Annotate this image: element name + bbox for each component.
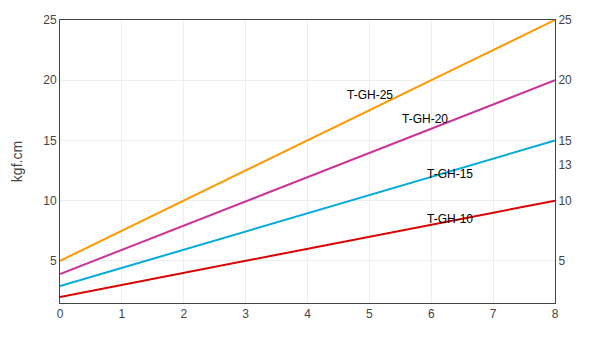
svg-text:0: 0 [57, 307, 64, 321]
svg-text:25: 25 [43, 13, 57, 27]
svg-text:20: 20 [43, 73, 57, 87]
svg-text:5: 5 [558, 254, 565, 268]
svg-text:3: 3 [242, 307, 249, 321]
svg-text:T-GH-10: T-GH-10 [427, 212, 473, 226]
svg-text:20: 20 [558, 73, 572, 87]
svg-text:15: 15 [558, 134, 572, 148]
svg-text:10: 10 [43, 194, 57, 208]
svg-text:8: 8 [552, 307, 559, 321]
svg-text:kgf.cm: kgf.cm [9, 141, 25, 182]
svg-text:T-GH-20: T-GH-20 [402, 112, 448, 126]
svg-text:5: 5 [366, 307, 373, 321]
svg-text:13: 13 [558, 158, 572, 172]
svg-text:T-GH-25: T-GH-25 [347, 88, 393, 102]
svg-text:1: 1 [119, 307, 126, 321]
svg-text:25: 25 [558, 13, 572, 27]
svg-text:2: 2 [180, 307, 187, 321]
svg-text:4: 4 [304, 307, 311, 321]
svg-text:10: 10 [558, 194, 572, 208]
svg-text:5: 5 [50, 254, 57, 268]
svg-text:7: 7 [490, 307, 497, 321]
svg-text:T-GH-15: T-GH-15 [427, 167, 473, 181]
svg-text:6: 6 [428, 307, 435, 321]
svg-text:15: 15 [43, 134, 57, 148]
